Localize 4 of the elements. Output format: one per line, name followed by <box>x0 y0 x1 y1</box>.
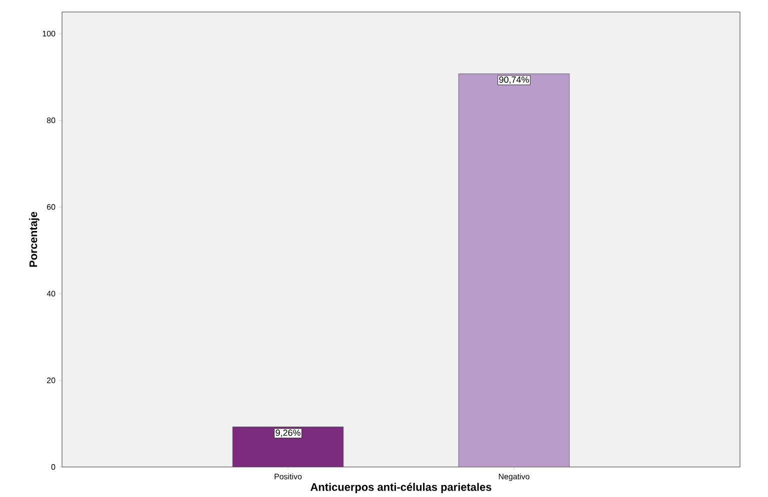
data-label: 9,26% <box>276 430 300 437</box>
data-label: 90,74% <box>499 76 529 84</box>
x-axis-title: Anticuerpos anti-células parietales <box>310 482 492 494</box>
y-axis-title: Porcentaje <box>29 212 40 267</box>
